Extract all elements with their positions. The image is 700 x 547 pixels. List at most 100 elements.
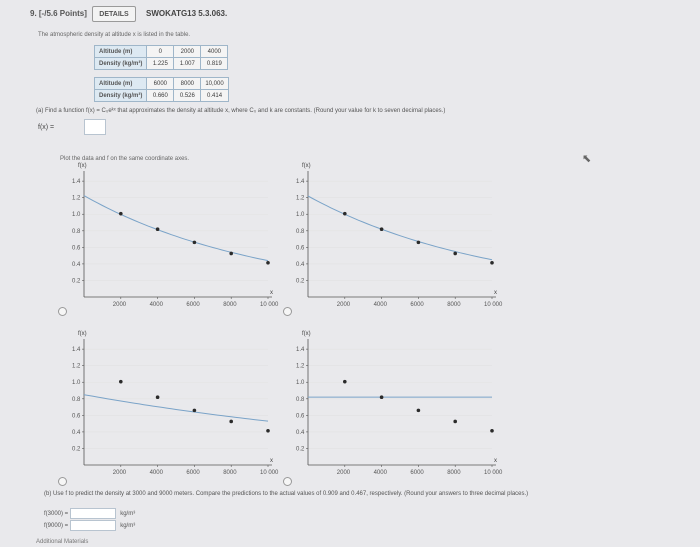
table-cell: 8000 xyxy=(173,77,202,90)
y-tick-label: 0.4 xyxy=(296,430,305,436)
plot-instruction: Plot the data and f on the same coordina… xyxy=(60,156,190,162)
data-point xyxy=(192,408,197,413)
part-b-prompt: (b) Use f to predict the density at 3000… xyxy=(44,491,529,497)
x-tick-label: 8000 xyxy=(223,302,237,308)
y-tick-label: 0.6 xyxy=(296,245,305,251)
data-point xyxy=(416,240,421,245)
graph-option-2: f(x) x 1.4 1.2 1.0 0.8 0.6 0.4 0.2 2000 4000 6000 80… xyxy=(296,163,503,308)
x-axis-label: x xyxy=(494,458,497,464)
y-tick-label: 1.4 xyxy=(72,179,81,185)
details-button[interactable]: DETAILS xyxy=(92,6,136,22)
data-point xyxy=(416,408,421,413)
y-tick-label: 1.2 xyxy=(72,364,81,370)
data-point xyxy=(343,379,347,384)
density-header: Density (kg/m³) xyxy=(93,89,148,102)
y-tick-label: 1.2 xyxy=(296,196,305,202)
part-a-prompt: (a) Find a function f(x) = C₀eᵏˣ that ap… xyxy=(36,108,446,114)
x-tick-label: 2000 xyxy=(337,302,351,308)
graph-1-radio[interactable] xyxy=(58,307,67,316)
f3000-input[interactable] xyxy=(70,508,117,519)
table-cell: 0.414 xyxy=(200,89,229,102)
mouse-cursor-icon: ⬉ xyxy=(582,153,592,165)
x-tick-label: 8000 xyxy=(447,470,461,476)
x-tick-label: 6000 xyxy=(186,302,200,308)
table-cell: 0 xyxy=(146,45,175,58)
data-point xyxy=(192,240,197,245)
table-cell: 0.819 xyxy=(200,57,229,70)
table-row: Altitude (m) 0 2000 4000 xyxy=(93,45,229,58)
y-tick-label: 0.2 xyxy=(296,446,305,452)
table-cell: 1.225 xyxy=(146,57,175,70)
y-tick-label: 1.4 xyxy=(72,347,81,353)
x-axis-label: x xyxy=(494,290,497,296)
graph-4-radio[interactable] xyxy=(283,477,292,486)
graph-2-radio[interactable] xyxy=(283,307,292,316)
fitted-curve xyxy=(83,195,269,262)
f9000-input[interactable] xyxy=(70,520,117,531)
f3000-row: f(3000) = kg/m³ xyxy=(44,508,135,519)
y-tick-label: 1.2 xyxy=(296,364,305,370)
x-tick-label: 2000 xyxy=(113,302,127,308)
graph-option-4: f(x) x 1.4 1.2 1.0 0.8 0.6 0.4 0.2 2000 4000 6000 80… xyxy=(296,331,503,476)
x-tick-label: 10 000 xyxy=(260,302,279,308)
y-tick-label: 0.4 xyxy=(72,262,81,268)
y-tick-label: 1.2 xyxy=(72,196,81,202)
x-tick-label: 10 000 xyxy=(260,470,279,476)
density-table-2: Altitude (m) 6000 8000 10,000 Density (k… xyxy=(93,77,229,102)
data-point xyxy=(379,227,384,232)
x-tick-label: 8000 xyxy=(447,302,461,308)
graph-3-radio[interactable] xyxy=(58,477,67,486)
table-cell: 10,000 xyxy=(200,77,229,90)
x-tick-label: 6000 xyxy=(410,470,424,476)
altitude-header: Altitude (m) xyxy=(93,45,148,58)
x-tick-label: 4000 xyxy=(150,302,164,308)
data-point xyxy=(266,260,270,265)
table-row: Density (kg/m³) 1.225 1.007 0.819 xyxy=(93,57,229,70)
y-tick-label: 1.4 xyxy=(296,347,305,353)
table-row: Altitude (m) 6000 8000 10,000 xyxy=(93,77,229,90)
fitted-curve xyxy=(83,394,269,422)
y-axis-label: f(x) xyxy=(78,331,87,337)
f9000-row: f(9000) = kg/m³ xyxy=(44,520,135,531)
fx-answer-input[interactable] xyxy=(84,119,106,135)
y-tick-label: 0.4 xyxy=(72,430,81,436)
table-cell: 4000 xyxy=(200,45,229,58)
x-tick-label: 10 000 xyxy=(484,470,503,476)
x-tick-label: 2000 xyxy=(337,470,351,476)
x-tick-label: 6000 xyxy=(186,470,200,476)
density-header: Density (kg/m³) xyxy=(93,57,148,70)
y-tick-label: 0.2 xyxy=(72,446,81,452)
x-tick-label: 2000 xyxy=(113,470,127,476)
y-axis-label: f(x) xyxy=(302,163,311,169)
course-code: SWOKATG13 5.3.063. xyxy=(146,9,228,18)
y-tick-label: 1.0 xyxy=(72,212,81,218)
table-cell: 2000 xyxy=(173,45,202,58)
x-axis-label: x xyxy=(270,458,273,464)
altitude-header: Altitude (m) xyxy=(93,77,148,90)
y-tick-label: 1.0 xyxy=(296,212,305,218)
data-point xyxy=(490,428,494,433)
table-cell: 1.007 xyxy=(173,57,202,70)
data-point xyxy=(119,211,123,216)
y-tick-label: 1.0 xyxy=(72,380,81,386)
data-point xyxy=(229,251,233,256)
data-point xyxy=(379,395,384,400)
table-row: Density (kg/m³) 0.660 0.526 0.414 xyxy=(93,89,229,102)
data-point xyxy=(155,227,160,232)
fitted-curve xyxy=(307,195,493,261)
additional-materials-link[interactable]: Additional Materials xyxy=(36,539,89,545)
f3000-label: f(3000) = xyxy=(44,510,69,517)
table-cell: 0.526 xyxy=(173,89,202,102)
y-tick-label: 0.8 xyxy=(296,229,305,235)
y-tick-label: 1.4 xyxy=(296,179,305,185)
x-tick-label: 10 000 xyxy=(484,302,503,308)
data-point xyxy=(453,251,457,256)
f9000-label: f(9000) = xyxy=(44,522,69,529)
data-point xyxy=(229,419,233,424)
data-point xyxy=(343,211,347,216)
y-tick-label: 1.0 xyxy=(296,380,305,386)
units-label: kg/m³ xyxy=(120,522,136,529)
x-axis-label: x xyxy=(270,290,273,296)
y-tick-label: 0.8 xyxy=(296,397,305,403)
data-point xyxy=(453,419,457,424)
